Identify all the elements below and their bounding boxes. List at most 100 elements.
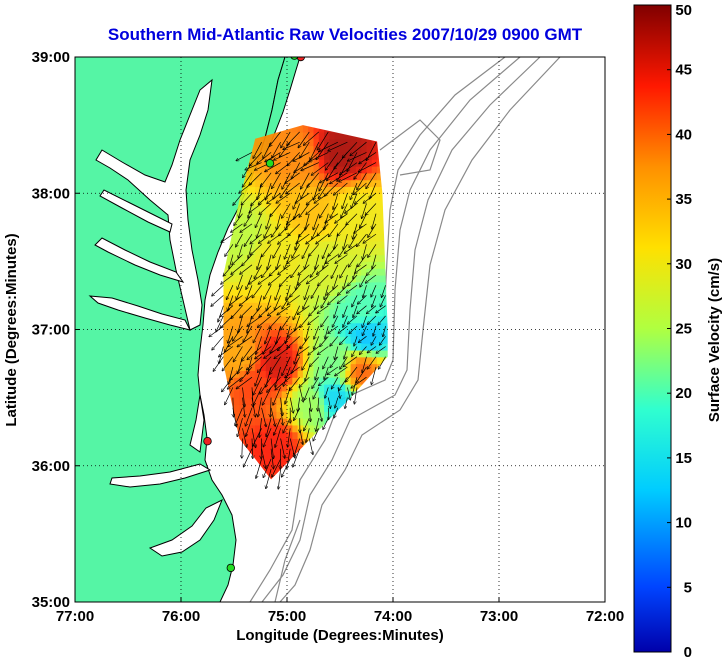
velocity-arrow	[280, 274, 291, 286]
speed-cell	[297, 336, 304, 344]
velocity-arrow	[335, 346, 339, 360]
velocity-arrow	[382, 285, 386, 297]
velocity-arrow	[340, 264, 348, 278]
speed-cell	[249, 363, 256, 371]
speed-cell	[265, 343, 272, 351]
speed-cell	[260, 315, 267, 324]
colorbar: 0 5 10 15 20 25 30 35 40 45 50 Surface Velocity (c…	[633, 2, 723, 659]
speed-cell	[345, 186, 352, 194]
speed-cell	[340, 377, 346, 385]
speed-cell	[350, 247, 357, 256]
speed-cell	[255, 186, 262, 194]
speed-cell	[318, 370, 325, 378]
speed-cell	[371, 172, 378, 181]
speed-cell	[313, 288, 320, 297]
velocity-arrow	[247, 285, 253, 300]
velocity-arrow	[304, 131, 320, 145]
speed-cell	[244, 193, 251, 201]
speed-cell	[244, 445, 251, 453]
speed-cell	[223, 356, 230, 365]
speed-cell	[255, 254, 262, 262]
speed-cell	[297, 418, 304, 426]
velocity-arrow	[258, 356, 272, 373]
speed-cell	[271, 445, 277, 453]
velocity-arrow	[316, 233, 329, 244]
speed-cell	[340, 329, 346, 337]
speed-cell	[318, 288, 325, 297]
speed-cell	[234, 268, 240, 276]
speed-cell	[329, 411, 336, 419]
speed-cell	[265, 275, 272, 283]
velocity-arrow	[294, 203, 301, 220]
speed-cell	[308, 377, 315, 385]
speed-cell	[265, 220, 272, 228]
speed-cell	[271, 138, 277, 147]
velocity-arrow	[282, 203, 291, 219]
velocity-arrow	[308, 346, 320, 355]
speed-cell	[244, 261, 251, 269]
speed-cell	[329, 166, 336, 174]
speed-cell	[345, 302, 352, 310]
shelf-contour-4	[383, 57, 506, 321]
speed-cell	[318, 200, 325, 208]
speed-cell	[329, 138, 336, 147]
speed-cell	[234, 370, 240, 378]
velocity-arrow	[301, 162, 319, 171]
speed-cell	[287, 213, 293, 222]
speed-cell	[345, 343, 352, 351]
speed-cell	[265, 418, 272, 426]
speed-cell	[244, 220, 251, 228]
speed-cell	[355, 268, 362, 276]
speed-cell	[302, 329, 309, 337]
speed-cell	[334, 315, 341, 324]
speed-cell	[324, 131, 330, 140]
speed-cell	[334, 234, 341, 242]
speed-cell	[276, 370, 283, 378]
speed-cell	[308, 166, 315, 174]
speed-cell	[324, 356, 330, 365]
speed-cell	[345, 275, 352, 283]
velocity-arrow	[282, 295, 291, 308]
speed-cell	[281, 172, 288, 181]
speed-cell	[355, 227, 362, 235]
speed-cell	[355, 356, 362, 365]
speed-cell	[292, 186, 299, 194]
speed-cell	[324, 384, 330, 392]
speed-cell	[371, 268, 378, 276]
speed-cell	[281, 390, 288, 399]
speed-cell	[292, 234, 299, 242]
speed-cell	[377, 281, 383, 290]
speed-cell	[318, 336, 325, 344]
currituck-inlet	[189, 394, 205, 453]
speed-cell	[329, 268, 336, 276]
speed-cell	[361, 220, 368, 228]
speed-cell	[377, 206, 383, 215]
speed-cell	[281, 336, 288, 344]
velocity-arrow	[366, 142, 377, 160]
velocity-arrow	[298, 131, 310, 148]
velocity-arrow	[231, 223, 243, 232]
velocity-arrow	[253, 142, 262, 158]
velocity-arrow	[316, 141, 329, 159]
speed-cell	[313, 356, 320, 365]
speed-cell	[329, 309, 336, 317]
speed-cell	[255, 206, 262, 215]
speed-cell	[318, 309, 325, 317]
speed-cell	[281, 206, 288, 215]
speed-cell	[302, 384, 309, 392]
velocity-arrow	[264, 223, 272, 238]
velocity-arrow	[284, 244, 291, 259]
speed-cell	[249, 247, 256, 256]
speed-cell	[249, 418, 256, 426]
speed-cell	[313, 275, 320, 283]
speed-cell	[382, 261, 388, 269]
speed-cell	[313, 418, 320, 426]
velocity-arrow	[239, 203, 243, 218]
speed-cell	[265, 234, 272, 242]
velocity-arrow	[269, 131, 281, 146]
speed-cell	[249, 309, 256, 317]
speed-cell	[324, 172, 330, 181]
speed-cell	[239, 329, 246, 337]
speed-cell	[371, 315, 378, 324]
velocity-arrow	[358, 162, 377, 172]
